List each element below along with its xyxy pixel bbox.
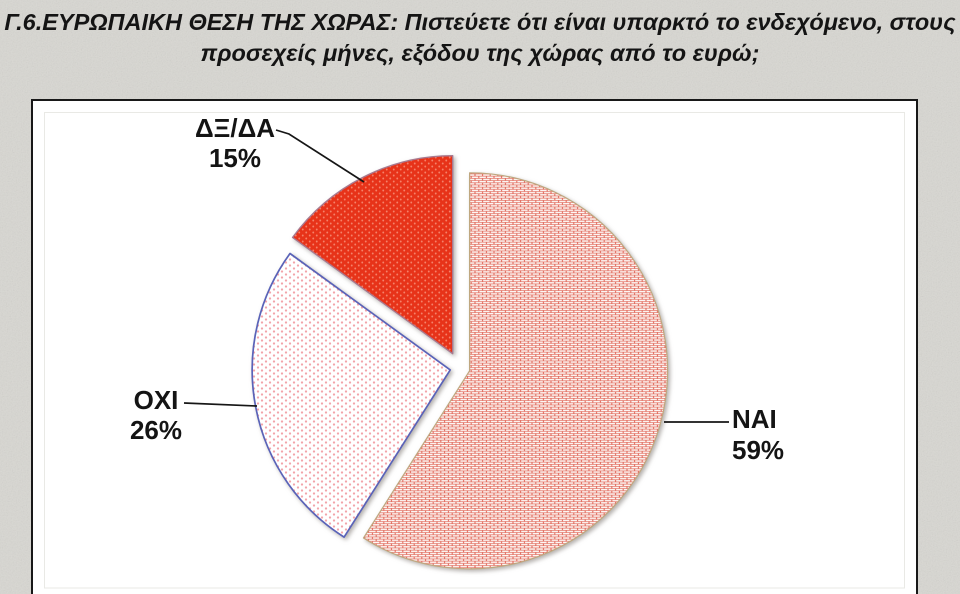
title-line-2: προσεχείς μήνες, εξόδου της χώρας από το… (200, 40, 760, 66)
chart-question-title: Γ.6.ΕΥΡΩΠΑΙΚΗ ΘΕΣΗ ΤΗΣ ΧΩΡΑΣ: Πιστεύετε … (0, 7, 960, 69)
title-line-1: Γ.6.ΕΥΡΩΠΑΙΚΗ ΘΕΣΗ ΤΗΣ ΧΩΡΑΣ: Πιστεύετε … (4, 9, 956, 35)
chart-plot-frame (31, 99, 918, 594)
